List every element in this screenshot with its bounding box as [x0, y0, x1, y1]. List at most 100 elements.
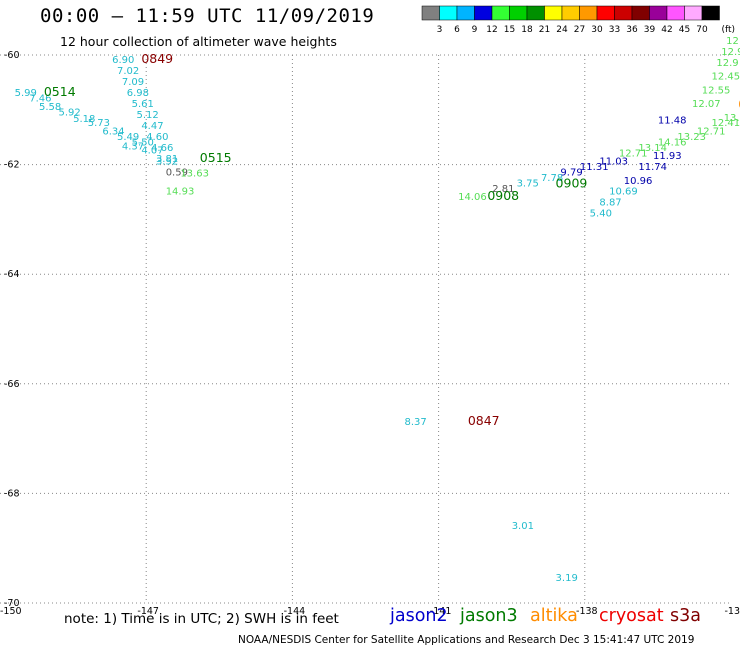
colorbar-label: 42: [661, 25, 672, 35]
swh-point-label: 5.61: [132, 99, 154, 110]
footer-credit: NOAA/NESDIS Center for Satellite Applica…: [238, 634, 695, 646]
swh-point-label: 4.07: [141, 146, 163, 157]
swh-point-label: 4.66: [151, 143, 173, 154]
colorbar-label: 70: [696, 25, 708, 35]
colorbar-label: 18: [521, 25, 533, 35]
swh-point-label: 14.06: [458, 192, 487, 203]
y-tick-label: -64: [4, 269, 20, 280]
swh-point-label: 3.01: [512, 521, 534, 532]
swh-point-label: 12.07: [692, 99, 721, 110]
colorbar-label: 24: [556, 25, 568, 35]
swh-point-label: 6.90: [112, 55, 134, 66]
colorbar-label: 15: [504, 25, 515, 35]
swh-point-label: 5.99: [15, 88, 37, 99]
swh-point-label: 13.90: [724, 113, 740, 124]
x-tick-label: -141: [430, 606, 452, 617]
swh-point-label: 7.46: [29, 94, 51, 105]
pass-time-label: 0908: [487, 188, 519, 203]
y-tick-label: -60: [4, 50, 20, 61]
swh-point-label: 8.37: [404, 417, 426, 428]
colorbar-unit: (ft): [722, 25, 736, 35]
legend-cryosat: cryosat: [599, 606, 664, 626]
swh-point-label: 6.34: [102, 126, 124, 137]
swh-point-label: 3.19: [556, 573, 578, 584]
swh-point-label: 12.55: [702, 85, 731, 96]
chart-subtitle: 12 hour collection of altimeter wave hei…: [60, 34, 337, 49]
swh-point-label: 14.93: [166, 187, 195, 198]
swh-point-label: 14.16: [658, 137, 687, 148]
pass-time-label: 0515: [200, 150, 232, 165]
colorbar-label: 9: [472, 25, 478, 35]
colorbar-label: 27: [574, 25, 585, 35]
swh-point-label: 5.12: [136, 110, 158, 121]
colorbar-label: 3: [437, 25, 443, 35]
pass-time-label: 0847: [468, 413, 500, 428]
colorbar-label: 33: [609, 25, 620, 35]
y-tick-label: -62: [4, 160, 20, 171]
swh-point-label: 12.45: [712, 72, 740, 83]
x-tick-label: -144: [284, 606, 306, 617]
pass-time-label: 0514: [44, 84, 76, 99]
swh-point-label: 5.49: [117, 132, 139, 143]
colorbar-swatch: [701, 5, 720, 21]
swh-point-label: 5.92: [58, 107, 80, 118]
swh-point-label: 4.60: [146, 132, 168, 143]
x-tick-label: -150: [0, 606, 22, 617]
colorbar-label: 21: [539, 25, 550, 35]
x-tick-label: -13: [724, 606, 740, 617]
swh-point-label: 10.96: [624, 176, 653, 187]
legend-altika: altika: [530, 606, 578, 626]
swh-point-label: 7.09: [122, 77, 144, 88]
swh-point-label: 11.74: [638, 162, 667, 173]
note-text: note: 1) Time is in UTC; 2) SWH is in fe…: [64, 611, 339, 627]
swh-point-label: 4.37: [122, 141, 144, 152]
colorbar-label: 12: [486, 25, 497, 35]
chart-title: 00:00 – 11:59 UTC 11/09/2019: [40, 5, 375, 27]
swh-point-label: 9.79: [560, 168, 582, 179]
colorbar-label: 6: [454, 25, 460, 35]
swh-point-label: 12.71: [619, 148, 648, 159]
swh-point-label: 3.75: [517, 179, 539, 190]
swh-point-label: 6.98: [127, 88, 149, 99]
swh-point-label: 12.41: [712, 118, 740, 129]
swh-point-label: 4.47: [141, 121, 163, 132]
swh-point-label: 12.9: [721, 47, 740, 58]
swh-point-label: 3.81: [156, 154, 178, 165]
x-tick-label: -147: [137, 606, 159, 617]
swh-point-label: 13.23: [677, 132, 706, 143]
swh-point-label: 3.52: [156, 157, 178, 168]
colorbar-label: 36: [626, 25, 638, 35]
swh-point-label: 11.03: [599, 157, 628, 168]
swh-point-label: 7.78: [541, 173, 563, 184]
colorbar: 3 6 9 12 15 18 21 24 27 30 33 36 39 42 45 70 (ft): [421, 5, 736, 35]
pass-time-label: 0: [738, 97, 740, 112]
swh-point-label: 5.73: [88, 118, 110, 129]
swh-point-label: 0.59: [166, 168, 188, 179]
colorbar-label: 39: [644, 25, 656, 35]
swh-point-label: 5.40: [590, 209, 612, 220]
swh-point-label: 8.87: [599, 198, 621, 209]
swh-point-label: 12.71: [697, 126, 726, 137]
legend-jason2: jason2: [390, 606, 448, 626]
legend-jason3: jason3: [460, 606, 518, 626]
legend-s3a: s3a: [670, 606, 701, 626]
swh-point-label: 5.58: [39, 102, 61, 113]
swh-point-label: 10.69: [609, 187, 638, 198]
swh-point-label: 12.9: [716, 58, 738, 69]
y-tick-label: -70: [4, 598, 20, 609]
swh-point-label: 2.81: [492, 184, 514, 195]
swh-point-label: 13.63: [180, 169, 209, 180]
x-tick-label: -138: [576, 606, 598, 617]
swh-point-label: 11.48: [658, 116, 687, 127]
swh-point-label: 5.18: [73, 114, 95, 125]
swh-point-label: 11.31: [580, 162, 609, 173]
swh-point-label: 12: [726, 36, 739, 47]
pass-time-label: 0849: [141, 51, 173, 66]
y-tick-label: -66: [4, 379, 20, 390]
swh-point-label: 13.14: [638, 143, 667, 154]
swh-point-label: 7.02: [117, 66, 139, 77]
colorbar-label: 30: [591, 25, 603, 35]
y-tick-label: -68: [4, 488, 20, 499]
pass-time-label: 0909: [556, 176, 588, 191]
